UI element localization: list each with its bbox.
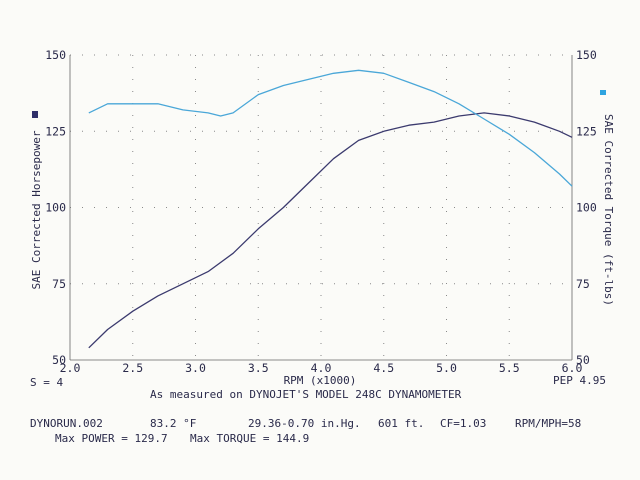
y-tick-label-left: 50 [52,353,66,367]
x-tick-label: 3.5 [248,361,269,375]
smoothing-label: S = 4 [30,376,64,389]
correction-factor: CF=1.03 [440,417,487,430]
x-tick-label: 5.5 [499,361,520,375]
pressure: 29.36-0.70 in.Hg. [248,417,361,430]
x-tick-label: 2.5 [122,361,143,375]
series-layer [88,69,573,349]
pep-label: PEP 4.95 [553,374,606,387]
x-axis-title: RPM (x1000) [284,374,357,387]
y-tick-label-right: 150 [576,48,597,62]
legend-markers [32,90,606,118]
max-torque: Max TORQUE = 144.9 [190,432,310,445]
x-tick-label: 3.0 [185,361,206,375]
right-axis-title: SAE Corrected Torque (ft-lbs) [602,114,615,306]
y-tick-label-left: 100 [45,201,66,215]
altitude: 601 ft. [378,417,425,430]
y-tick-label-right: 100 [576,201,597,215]
y-tick-label-left: 125 [45,124,66,138]
horsepower-series-line [88,112,573,349]
torque-series-line [88,69,573,187]
x-tick-label: 5.0 [436,361,457,375]
run-name: DYNORUN.002 [30,417,103,430]
max-power: Max POWER = 129.7 [55,432,168,445]
horsepower-legend-marker [32,111,38,118]
y-tick-label-right: 50 [576,353,590,367]
grid [70,54,572,360]
y-tick-label-right: 75 [576,277,590,291]
x-tick-label: 4.0 [311,361,332,375]
tick-labels: 2.0 2.5 3.0 3.5 4.0 4.5 5.0 5.5 6.0 150 125 100 75 50… [45,48,597,375]
torque-legend-marker [600,90,606,95]
x-tick-label: 6.0 [562,361,583,375]
x-tick-label: 4.5 [373,361,394,375]
y-tick-label-left: 150 [45,48,66,62]
rpm-mph: RPM/MPH=58 [515,417,582,430]
y-tick-label-right: 125 [576,124,597,138]
left-axis-title: SAE Corrected Horsepower [30,130,43,289]
temperature: 83.2 °F [150,417,197,430]
measured-by-label: As measured on DYNOJET'S MODEL 248C DYNA… [150,388,462,401]
y-tick-label-left: 75 [52,277,66,291]
x-tick-label: 2.0 [60,361,81,375]
